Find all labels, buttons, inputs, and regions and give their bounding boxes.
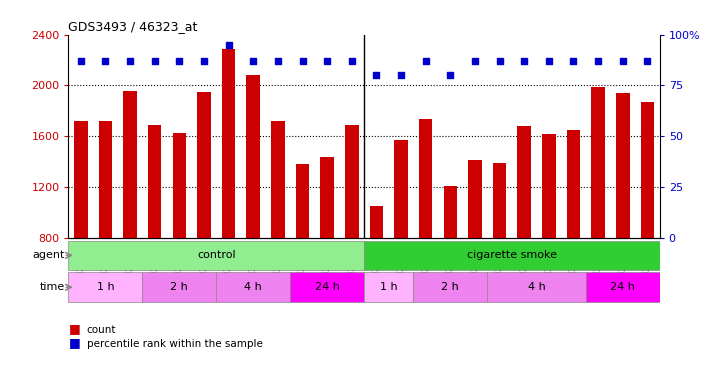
Bar: [413, 273, 487, 302]
Bar: [364, 273, 413, 302]
Point: [346, 58, 358, 64]
Point: [617, 58, 629, 64]
Bar: [616, 93, 629, 238]
Bar: [585, 273, 660, 302]
Bar: [247, 75, 260, 238]
Text: GDS3493 / 46323_at: GDS3493 / 46323_at: [68, 20, 198, 33]
Text: 4 h: 4 h: [244, 282, 262, 292]
Point: [420, 58, 431, 64]
Point: [518, 58, 530, 64]
Text: 24 h: 24 h: [314, 282, 340, 292]
Point: [124, 58, 136, 64]
Bar: [419, 119, 433, 238]
Text: 4 h: 4 h: [528, 282, 545, 292]
Point: [272, 58, 283, 64]
Text: time: time: [40, 282, 65, 292]
Bar: [290, 273, 364, 302]
Bar: [74, 121, 87, 238]
Bar: [542, 134, 556, 238]
Bar: [370, 206, 383, 238]
Point: [371, 72, 382, 78]
Bar: [198, 92, 211, 238]
Bar: [493, 163, 506, 238]
Bar: [394, 140, 408, 238]
Point: [247, 58, 259, 64]
Text: 2 h: 2 h: [441, 282, 459, 292]
Point: [395, 72, 407, 78]
Bar: [216, 273, 290, 302]
Point: [543, 58, 554, 64]
Bar: [591, 87, 605, 238]
Bar: [68, 241, 364, 270]
Point: [297, 58, 309, 64]
Text: cigarette smoke: cigarette smoke: [467, 250, 557, 260]
Point: [322, 58, 333, 64]
Text: ■: ■: [68, 322, 80, 335]
Bar: [271, 121, 285, 238]
Text: 2 h: 2 h: [170, 282, 188, 292]
Text: 1 h: 1 h: [97, 282, 114, 292]
Text: ■: ■: [68, 336, 80, 349]
Bar: [123, 91, 137, 238]
Bar: [364, 241, 660, 270]
Point: [223, 42, 234, 48]
Bar: [345, 125, 358, 238]
Text: 24 h: 24 h: [610, 282, 635, 292]
Bar: [487, 273, 585, 302]
Text: agent: agent: [32, 250, 65, 260]
Bar: [468, 161, 482, 238]
Bar: [641, 102, 654, 238]
Point: [469, 58, 481, 64]
Bar: [443, 186, 457, 238]
Point: [99, 58, 111, 64]
Bar: [567, 130, 580, 238]
Bar: [518, 126, 531, 238]
Text: count: count: [87, 325, 116, 335]
Bar: [99, 121, 112, 238]
Bar: [172, 132, 186, 238]
Text: percentile rank within the sample: percentile rank within the sample: [87, 339, 262, 349]
Bar: [148, 125, 162, 238]
Point: [642, 58, 653, 64]
Point: [567, 58, 579, 64]
Bar: [320, 157, 334, 238]
Point: [198, 58, 210, 64]
Bar: [222, 48, 235, 238]
Bar: [68, 273, 143, 302]
Point: [75, 58, 87, 64]
Point: [494, 58, 505, 64]
Point: [149, 58, 161, 64]
Text: 1 h: 1 h: [380, 282, 397, 292]
Point: [174, 58, 185, 64]
Bar: [296, 164, 309, 238]
Text: control: control: [197, 250, 236, 260]
Point: [593, 58, 604, 64]
Point: [445, 72, 456, 78]
Bar: [142, 273, 216, 302]
